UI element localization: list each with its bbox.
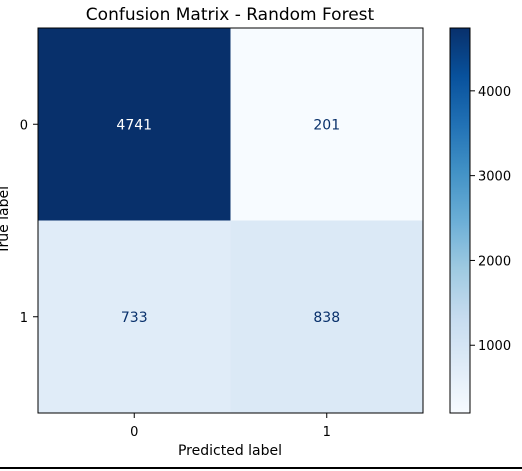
heatmap-cell-labels: 4741 201 733 838 (116, 117, 340, 326)
colorbar-tick-label-0: 1000 (478, 339, 511, 354)
heatmap-cell-1-0 (38, 220, 231, 413)
colorbar-tick-label-2: 3000 (478, 170, 511, 185)
x-axis-label: Predicted label (178, 443, 282, 459)
heatmap-cell-0-1 (230, 28, 423, 221)
y-tick-label-0: 0 (20, 118, 28, 133)
chart-title: Confusion Matrix - Random Forest (86, 5, 375, 25)
heatmap-cell-1-1 (230, 220, 423, 413)
cell-value-label-1-1: 838 (313, 310, 340, 326)
heatmap-cells (38, 28, 423, 413)
cell-value-label-0-1: 201 (313, 117, 340, 133)
y-tick-label-1: 1 (20, 311, 28, 326)
cell-value-label-1-0: 733 (121, 310, 148, 326)
y-axis-label: True label (0, 186, 12, 255)
cell-value-label-0-0: 4741 (116, 117, 152, 133)
colorbar-ticks: 1000 2000 3000 4000 (470, 85, 511, 354)
x-tick-label-0: 0 (130, 425, 138, 440)
x-tick-label-1: 1 (323, 425, 331, 440)
y-axis-ticks: 01 (20, 118, 38, 326)
plot-frame (37, 27, 424, 414)
colorbar (449, 27, 471, 414)
bottom-divider (0, 467, 522, 469)
colorbar-tick-label-1: 2000 (478, 254, 511, 269)
heatmap-cell-0-0 (38, 28, 231, 221)
colorbar-tick-label-3: 4000 (478, 85, 511, 100)
